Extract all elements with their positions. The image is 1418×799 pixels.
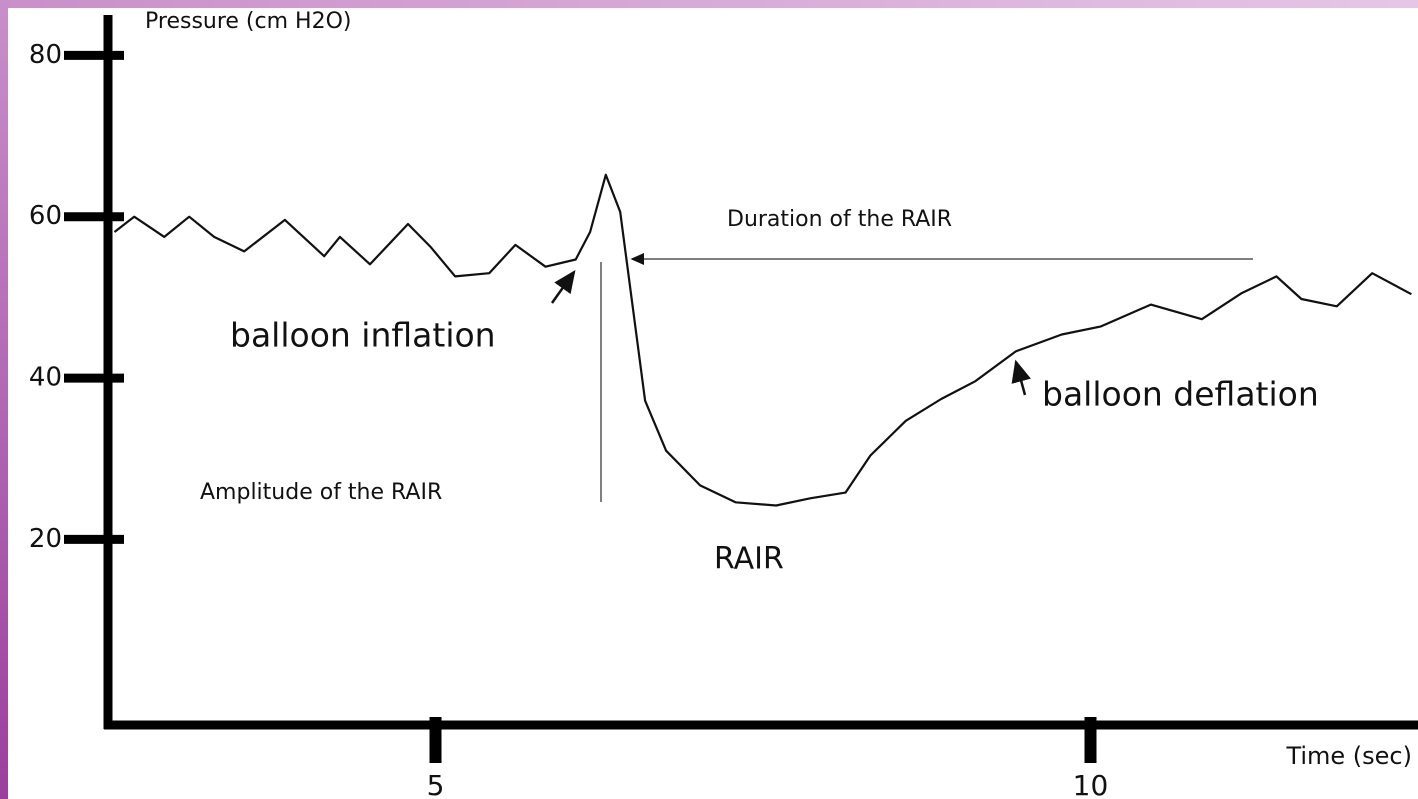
y-tick-label: 60 [29,201,62,231]
y-tick-label: 20 [29,524,62,554]
y-tick-label: 80 [29,40,62,70]
left-border [0,0,8,799]
y-tick-label: 40 [29,363,62,393]
top-border [0,0,1418,8]
annotation: Duration of the RAIR [727,207,952,232]
x-tick-label: 10 [1073,769,1109,799]
y-axis-label: Pressure (cm H2O) [145,9,351,34]
x-axis-label: Time (sec) [1285,742,1412,770]
annotation: Amplitude of the RAIR [200,480,442,505]
annotation: balloon inflation [230,316,496,355]
annotation: RAIR [714,542,784,577]
deflation-arrow [1011,359,1031,396]
pressure-line [113,173,1412,507]
x-tick-label: 5 [427,769,445,799]
annotation: balloon deflation [1042,375,1319,414]
inflation-arrow [550,269,576,304]
